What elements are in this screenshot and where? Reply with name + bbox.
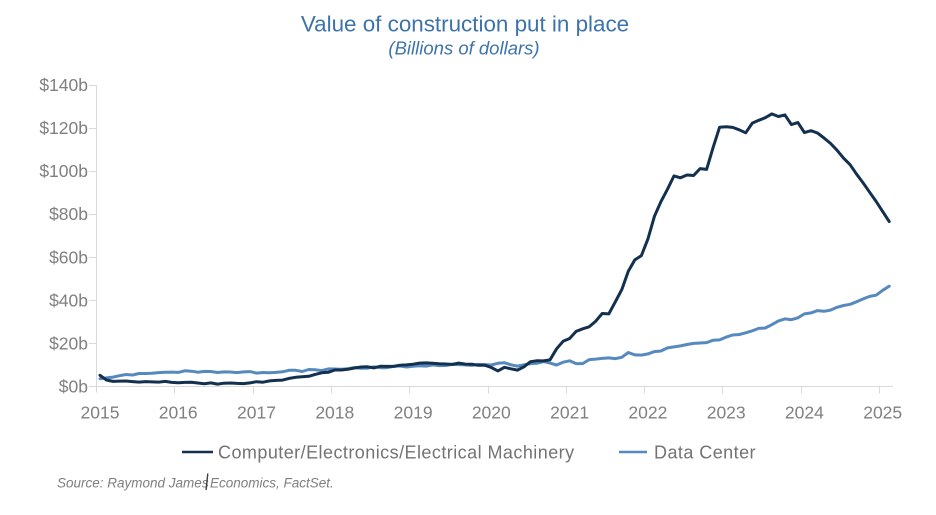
svg-text:2021: 2021: [550, 403, 589, 423]
svg-text:2015: 2015: [81, 403, 120, 423]
svg-text:2016: 2016: [159, 403, 198, 423]
svg-text:2017: 2017: [237, 403, 276, 423]
svg-text:(Billions of dollars): (Billions of dollars): [388, 38, 539, 59]
svg-text:Source: Raymond James: Source: Raymond James: [57, 476, 209, 491]
svg-text:$20b: $20b: [49, 333, 88, 353]
svg-text:2025: 2025: [863, 403, 902, 423]
svg-text:$40b: $40b: [49, 290, 88, 310]
svg-text:Economics, FactSet.: Economics, FactSet.: [210, 476, 334, 491]
svg-text:2019: 2019: [394, 403, 433, 423]
svg-text:2018: 2018: [315, 403, 354, 423]
svg-text:$60b: $60b: [49, 247, 88, 267]
svg-text:Value of construction put in p: Value of construction put in place: [301, 12, 629, 37]
svg-text:$120b: $120b: [39, 118, 88, 138]
svg-text:$100b: $100b: [39, 161, 88, 181]
svg-text:Computer/Electronics/Electrica: Computer/Electronics/Electrical Machiner…: [218, 443, 575, 463]
svg-text:2020: 2020: [472, 403, 511, 423]
svg-text:Data Center: Data Center: [654, 443, 756, 463]
svg-text:$140b: $140b: [39, 75, 88, 95]
svg-text:2024: 2024: [785, 403, 824, 423]
svg-text:2022: 2022: [628, 403, 667, 423]
svg-text:$80b: $80b: [49, 204, 88, 224]
svg-text:$0b: $0b: [59, 377, 88, 397]
svg-text:2023: 2023: [707, 403, 746, 423]
